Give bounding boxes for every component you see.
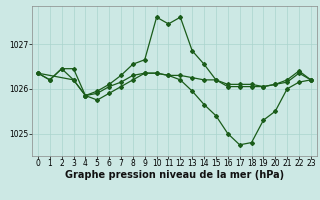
X-axis label: Graphe pression niveau de la mer (hPa): Graphe pression niveau de la mer (hPa) [65,170,284,180]
